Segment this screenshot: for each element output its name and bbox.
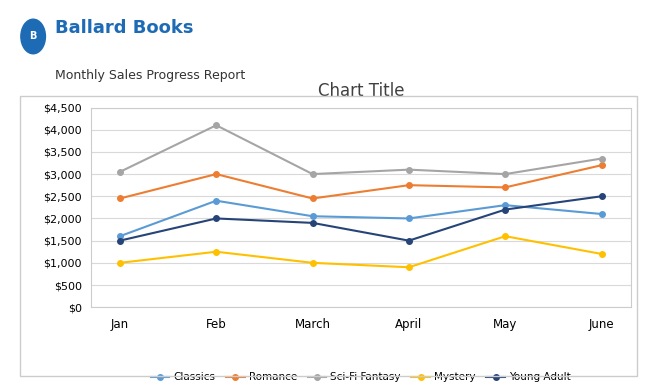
Circle shape [21,19,46,54]
Text: Ballard Books: Ballard Books [55,19,194,37]
Text: B: B [29,31,37,41]
Legend: Classics, Romance, Sci-Fi Fantasy, Mystery, Young Adult: Classics, Romance, Sci-Fi Fantasy, Myste… [146,368,575,384]
Title: Chart Title: Chart Title [317,83,404,100]
Text: Monthly Sales Progress Report: Monthly Sales Progress Report [55,69,246,82]
